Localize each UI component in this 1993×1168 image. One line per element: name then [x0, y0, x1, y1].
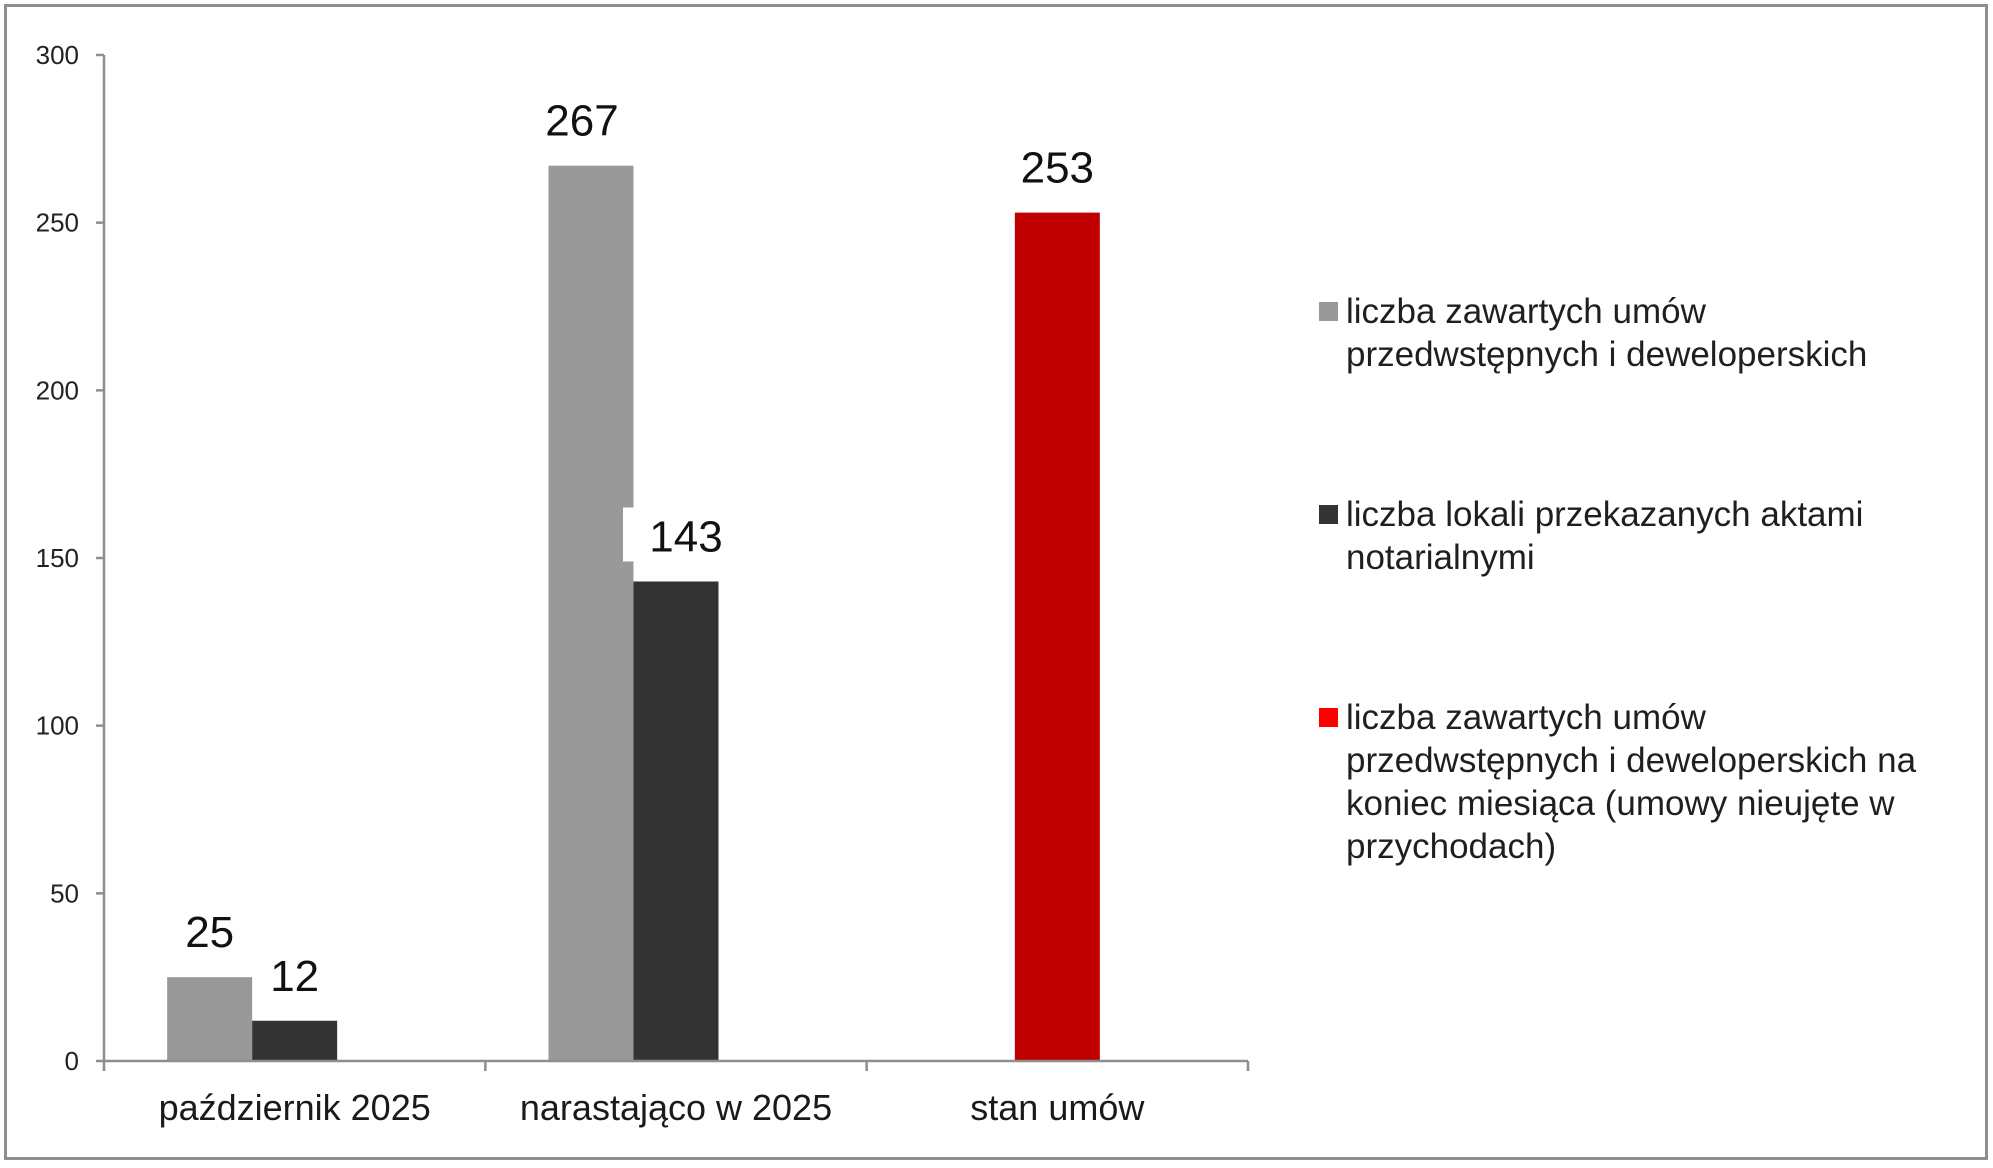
- data-label-lokale-przekazane-narastajaco-2025: 143: [649, 512, 722, 561]
- data-label-umowy-na-koniec-miesiaca-stan-umow: 253: [1021, 144, 1094, 193]
- bar-zawarte-umowy-narastajaco-2025: [548, 165, 634, 1061]
- legend-item-lokale-przekazane: liczba lokali przekazanych aktami notari…: [1319, 493, 1946, 579]
- legend-item-zawarte-umowy: liczba zawartych umów przedwstępnych i d…: [1319, 290, 1946, 376]
- axes-group: 0 50 100 150 200 250 300 październik 2025 narast…: [36, 40, 1250, 1128]
- legend-label-zawarte-umowy: liczba zawartych umów przedwstępnych i d…: [1346, 292, 1868, 374]
- bar-lokale-przekazane-narastajaco-2025: [633, 581, 719, 1061]
- chart-frame: [4, 4, 1988, 1160]
- bars-group: [167, 165, 1100, 1061]
- legend-swatch-umowy-na-koniec-miesiaca: [1319, 708, 1338, 727]
- bar-umowy-na-koniec-miesiaca-stan-umow: [1014, 212, 1100, 1061]
- data-label-lokale-przekazane-pazdziernik-2025: 12: [270, 952, 319, 1001]
- y-tick-label-150: 150: [36, 543, 79, 573]
- data-label-zawarte-umowy-narastajaco-2025: 267: [545, 97, 618, 146]
- data-label-zawarte-umowy-pazdziernik-2025: 25: [185, 908, 234, 957]
- legend: liczba zawartych umów przedwstępnych i d…: [1319, 290, 1946, 868]
- y-tick-label-300: 300: [36, 40, 79, 70]
- y-tick-label-250: 250: [36, 208, 79, 238]
- data-label-background-lokale-przekazane-narastajaco-2025: [623, 507, 724, 562]
- x-category-label-pazdziernik-2025: październik 2025: [159, 1087, 431, 1128]
- y-tick-label-0: 0: [65, 1046, 79, 1076]
- y-tick-label-50: 50: [50, 878, 79, 908]
- legend-label-umowy-na-koniec-miesiaca: liczba zawartych umów przedwstępnych i d…: [1346, 698, 1917, 866]
- data-labels-group: 25 267 12 143 253: [185, 97, 1094, 1001]
- y-tick-label-200: 200: [36, 375, 79, 405]
- bar-zawarte-umowy-pazdziernik-2025: [167, 977, 253, 1061]
- y-tick-label-100: 100: [36, 711, 79, 741]
- legend-item-umowy-na-koniec-miesiaca: liczba zawartych umów przedwstępnych i d…: [1319, 696, 1946, 868]
- legend-swatch-lokale-przekazane: [1319, 505, 1338, 524]
- x-category-label-narastajaco-2025: narastająco w 2025: [520, 1087, 832, 1128]
- bar-lokale-przekazane-pazdziernik-2025: [252, 1020, 338, 1061]
- legend-swatch-zawarte-umowy: [1319, 302, 1338, 321]
- legend-label-lokale-przekazane: liczba lokali przekazanych aktami notari…: [1346, 495, 1864, 577]
- x-category-label-stan-umow: stan umów: [970, 1087, 1145, 1128]
